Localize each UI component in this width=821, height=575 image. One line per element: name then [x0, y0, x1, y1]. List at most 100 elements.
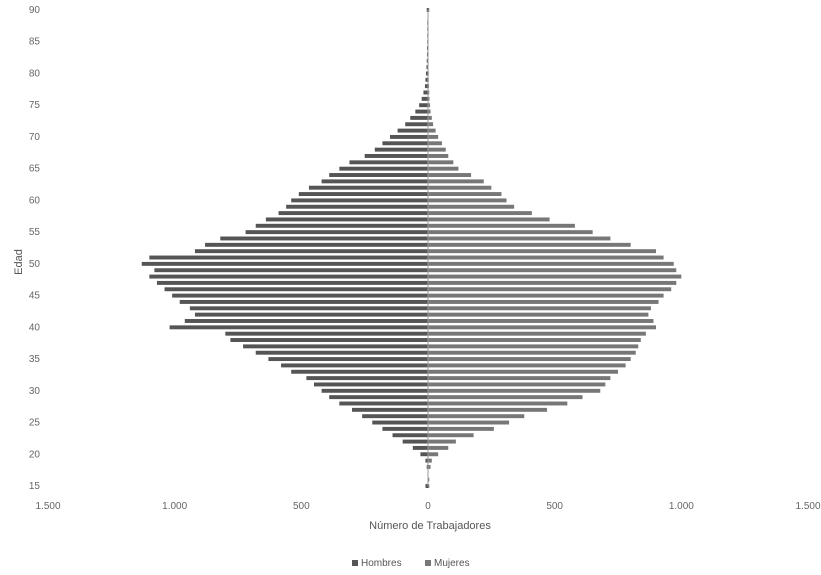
bar-hombres-46	[164, 287, 429, 292]
bar-hombres-67	[364, 154, 428, 158]
bar-mujeres-42	[428, 312, 649, 317]
bar-hombres-33	[291, 369, 428, 374]
bar-mujeres-44	[428, 299, 659, 304]
bar-mujeres-24	[428, 426, 494, 431]
bar-mujeres-75	[428, 103, 431, 108]
bar-mujeres-59	[428, 204, 515, 209]
y-tick-label: 25	[29, 418, 41, 429]
bar-mujeres-49	[428, 268, 677, 273]
bar-hombres-32	[306, 376, 428, 381]
legend-label-hombres: Hombres	[361, 558, 402, 569]
bar-hombres-23	[392, 433, 428, 438]
bar-mujeres-67	[428, 154, 449, 158]
bar-hombres-41	[184, 319, 428, 323]
bar-hombres-71	[397, 128, 428, 133]
bar-hombres-29	[329, 395, 428, 400]
y-tick-label: 60	[29, 195, 41, 206]
bar-mujeres-61	[428, 192, 502, 197]
bar-mujeres-45	[428, 293, 664, 298]
bar-mujeres-47	[428, 280, 677, 285]
bar-mujeres-29	[428, 395, 583, 400]
bar-hombres-35	[268, 357, 428, 362]
bar-mujeres-58	[428, 211, 532, 216]
bar-hombres-83	[426, 52, 428, 57]
bar-hombres-84	[426, 46, 428, 51]
bar-mujeres-63	[428, 179, 484, 184]
bar-mujeres-26	[428, 414, 525, 419]
bar-hombres-30	[321, 388, 428, 393]
bar-mujeres-76	[428, 96, 430, 101]
bar-hombres-52	[194, 249, 428, 254]
bar-hombres-90	[426, 8, 428, 12]
bar-mujeres-54	[428, 236, 611, 241]
y-tick-label: 45	[29, 291, 41, 302]
bar-hombres-31	[314, 382, 428, 387]
bar-mujeres-62	[428, 185, 492, 190]
bar-hombres-62	[308, 185, 428, 190]
bar-mujeres-53	[428, 242, 631, 247]
bar-mujeres-37	[428, 344, 639, 349]
bar-hombres-24	[382, 426, 428, 431]
bar-mujeres-27	[428, 407, 548, 412]
bar-mujeres-19	[428, 458, 432, 463]
bar-hombres-79	[425, 77, 428, 82]
bar-mujeres-90	[428, 8, 430, 12]
bar-hombres-69	[382, 141, 428, 146]
bar-mujeres-36	[428, 350, 636, 355]
y-tick-label: 15	[29, 481, 41, 492]
bar-hombres-63	[321, 179, 428, 184]
bar-hombres-66	[349, 160, 428, 165]
bar-mujeres-48	[428, 274, 682, 279]
bar-hombres-73	[410, 115, 428, 120]
bar-mujeres-77	[428, 90, 430, 95]
bar-mujeres-30	[428, 388, 601, 393]
bar-hombres-50	[141, 261, 428, 266]
bar-hombres-76	[421, 96, 428, 101]
bar-hombres-58	[278, 211, 428, 216]
bar-mujeres-56	[428, 223, 575, 228]
x-tick-label: 500	[546, 501, 563, 512]
bar-mujeres-72	[428, 122, 434, 127]
bar-hombres-60	[291, 198, 428, 203]
bar-mujeres-43	[428, 306, 651, 311]
bar-mujeres-78	[428, 84, 430, 89]
bar-hombres-74	[415, 109, 428, 114]
x-axis-ticks: 1.500 1.000 500 0 500 1.000 1.500	[35, 501, 820, 512]
bar-hombres-77	[423, 90, 428, 95]
bar-hombres-19	[425, 458, 428, 463]
bar-mujeres-32	[428, 376, 611, 381]
bar-hombres-20	[420, 452, 428, 457]
y-tick-label: 50	[29, 259, 41, 270]
bar-mujeres-64	[428, 173, 472, 177]
bar-mujeres-46	[428, 287, 672, 292]
y-tick-label: 75	[29, 100, 41, 111]
bar-hombres-61	[298, 192, 428, 197]
bar-hombres-56	[255, 223, 428, 228]
bar-hombres-57	[265, 217, 428, 222]
bar-hombres-68	[374, 147, 428, 152]
y-tick-label: 55	[29, 227, 41, 238]
bars-group	[141, 8, 682, 488]
bar-hombres-44	[179, 299, 428, 304]
bar-mujeres-65	[428, 166, 459, 171]
bar-hombres-49	[154, 268, 428, 273]
x-axis-label: Número de Trabajadores	[369, 520, 491, 532]
bar-mujeres-71	[428, 128, 436, 133]
bar-mujeres-35	[428, 357, 631, 362]
bar-mujeres-28	[428, 401, 568, 406]
bar-mujeres-25	[428, 420, 510, 425]
bar-mujeres-20	[428, 452, 439, 457]
legend: Hombres Mujeres	[352, 558, 470, 569]
bar-mujeres-33	[428, 369, 618, 374]
bar-hombres-25	[372, 420, 428, 425]
bar-hombres-36	[255, 350, 428, 355]
bar-mujeres-40	[428, 325, 656, 330]
bar-hombres-54	[220, 236, 428, 241]
bar-hombres-59	[286, 204, 428, 209]
bar-hombres-26	[362, 414, 428, 419]
bar-hombres-55	[245, 230, 428, 235]
legend-swatch-hombres	[352, 560, 358, 566]
bar-hombres-53	[205, 242, 428, 247]
bar-hombres-78	[424, 84, 428, 89]
